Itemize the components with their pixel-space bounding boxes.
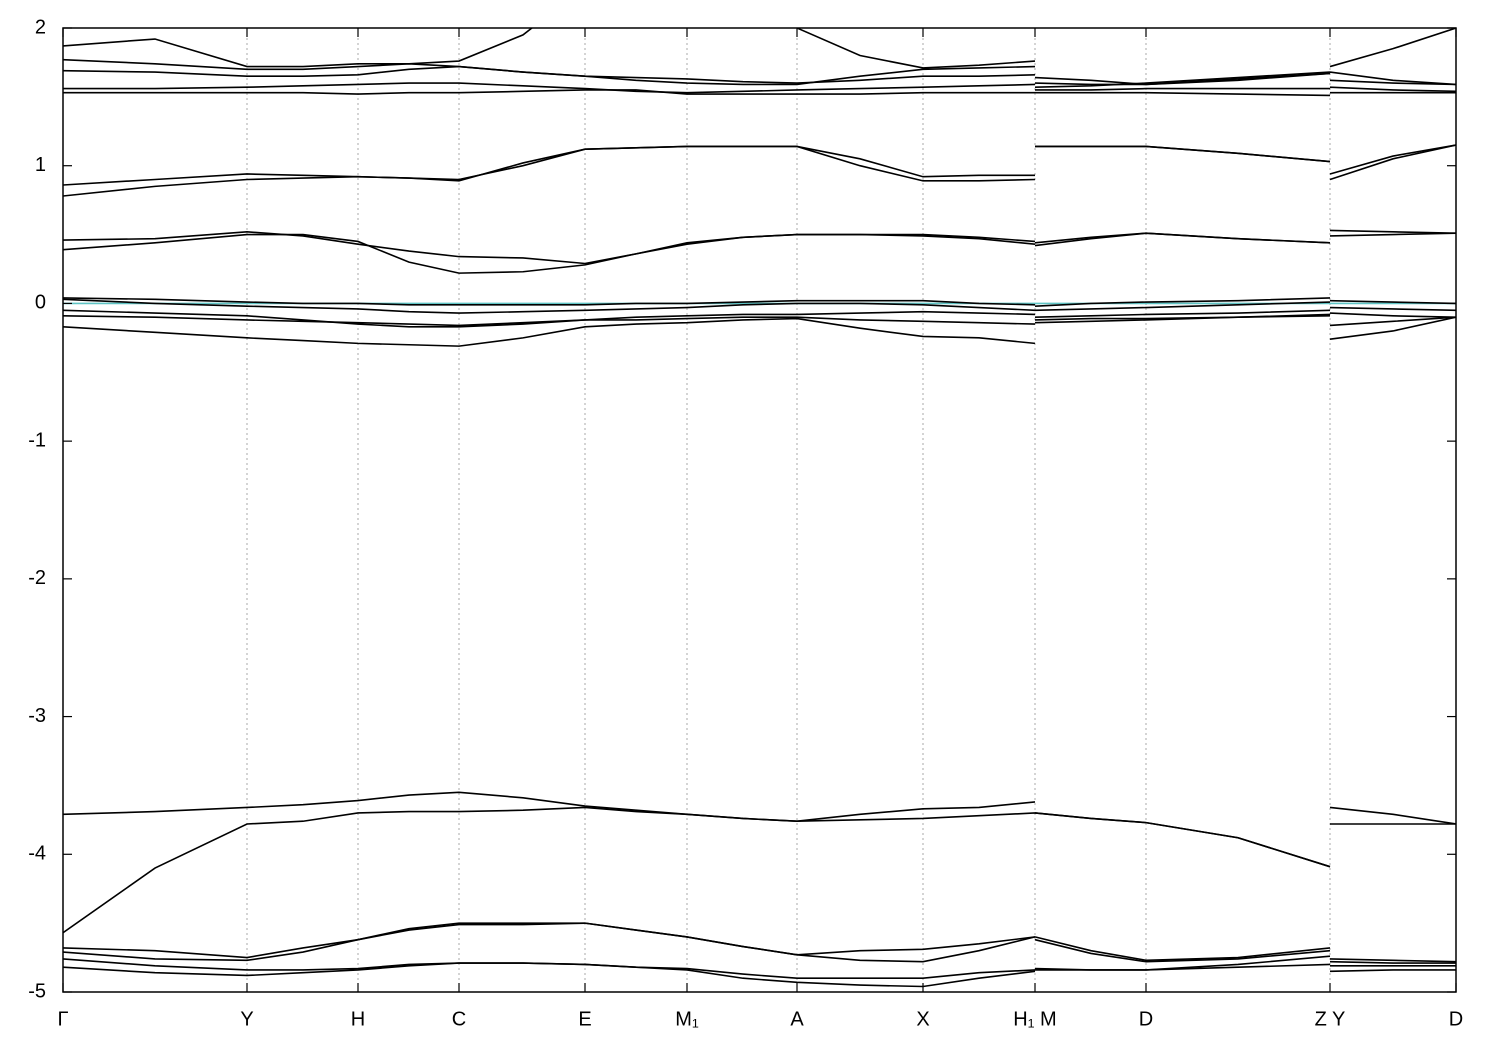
- x-tick-label: Γ: [57, 1008, 68, 1030]
- plot-frame: [62, 27, 1457, 993]
- plot-area: [63, 28, 1456, 988]
- y-tick-label: -1: [28, 429, 46, 451]
- y-tick-label: -2: [28, 567, 46, 589]
- band: [63, 297, 1456, 307]
- band: [63, 144, 1456, 197]
- band: [63, 89, 1456, 97]
- x-tick-label: C: [452, 1008, 466, 1030]
- band: [63, 922, 1456, 964]
- x-tick-label: A: [790, 1008, 804, 1030]
- band: [63, 962, 1456, 988]
- band: [63, 315, 1456, 347]
- x-tick-label: E: [578, 1008, 591, 1030]
- band: [63, 806, 1456, 934]
- x-tick-label: Y: [240, 1008, 253, 1030]
- x-tick-label: H: [351, 1008, 365, 1030]
- y-tick-label: 1: [35, 154, 46, 176]
- x-tick-label: D: [1449, 1008, 1463, 1030]
- grid: [246, 28, 1331, 992]
- band: [63, 82, 1456, 94]
- band: [63, 298, 1456, 314]
- x-tick-label: X: [916, 1008, 929, 1030]
- x-tick-label: M₁: [675, 1008, 699, 1030]
- y-tick-label: 0: [35, 292, 46, 314]
- y-tick-label: 2: [35, 16, 46, 38]
- x-tick-label: Z Y: [1315, 1008, 1346, 1030]
- band: [63, 65, 1456, 89]
- y-tick-label: -5: [28, 980, 46, 1002]
- band: [63, 232, 1456, 274]
- y-tick-label: -3: [28, 705, 46, 727]
- x-tick-label: D: [1139, 1008, 1153, 1030]
- axes: -5 -4 -3 -2 -1 0 1 2 Γ Y H C E M₁ A X H₁ M D Z Y D: [28, 16, 1463, 1030]
- y-tick-label: -4: [28, 843, 46, 865]
- x-tick-label: H₁ M: [1013, 1008, 1056, 1030]
